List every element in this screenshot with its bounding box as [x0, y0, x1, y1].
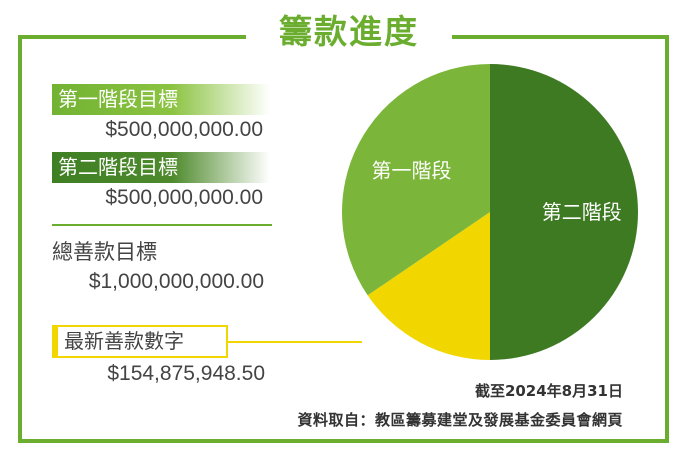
pie-slice-label-0: 第二階段 [542, 200, 622, 224]
latest-amount-label: 最新善款數字 [52, 325, 228, 358]
pie-slice-1 [367, 212, 490, 360]
title-container: 籌款進度 [246, 6, 452, 58]
source-note: 資料取自：教區籌募建堂及發展基金委員會網頁 [297, 411, 623, 429]
as-of-date-note: 截至2024年8月31日 [474, 382, 623, 400]
stage2-target-amount: $500,000,000.00 [105, 186, 263, 209]
pie-chart: 第二階段 第一階段 [342, 64, 638, 360]
stage1-target-label: 第一階段目標 [52, 84, 270, 115]
chart-title: 籌款進度 [279, 12, 419, 51]
stage1-target-amount: $500,000,000.00 [105, 118, 263, 141]
stage2-target-label: 第二階段目標 [52, 152, 270, 183]
total-target-amount: $1,000,000,000.00 [88, 270, 264, 293]
latest-leader-line [228, 341, 362, 343]
divider [52, 224, 272, 226]
pie-slice-2 [342, 64, 490, 296]
latest-amount-value: $154,875,948.50 [107, 362, 265, 385]
pie-slice-label-2: 第一階段 [372, 158, 452, 182]
pie-slice-0 [490, 64, 638, 360]
total-target-label: 總善款目標 [52, 240, 157, 264]
